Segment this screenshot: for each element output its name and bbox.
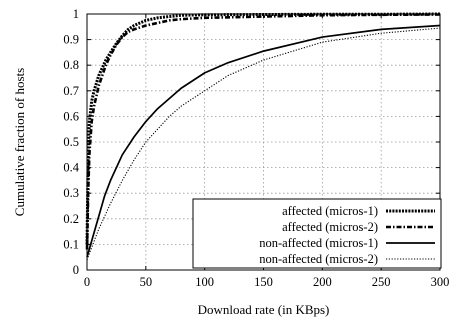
x-tick-label: 200 (313, 275, 332, 289)
ticks: 0 50 100 150 200 250 300 0 0.1 0.2 0.3 0.4 0.5 0.6 0.7… (63, 7, 449, 289)
series-line-1 (85, 12, 441, 245)
x-axis-label: Download rate (in KBps) (198, 302, 330, 317)
legend-label: affected (micros-1) (282, 204, 378, 218)
x-tick-label: 250 (372, 275, 391, 289)
x-tick-label: 0 (84, 275, 90, 289)
series-lines (85, 12, 441, 260)
y-tick-label: 0.5 (63, 135, 79, 149)
series-line-3 (86, 24, 441, 258)
x-tick-label: 300 (431, 275, 450, 289)
y-tick-label: 0.2 (63, 212, 79, 226)
y-tick-label: 0.9 (63, 33, 79, 47)
legend-label: affected (micros-2) (282, 220, 378, 234)
y-tick-label: 0.8 (63, 58, 79, 72)
x-tick-label: 150 (254, 275, 273, 289)
y-tick-label: 1 (73, 7, 79, 21)
legend-label: non-affected (micros-1) (259, 236, 378, 250)
y-tick-label: 0.7 (63, 84, 79, 98)
y-tick-label: 0.3 (63, 186, 79, 200)
legend: affected (micros-1) affected (micros-2) no… (192, 198, 442, 269)
x-tick-label: 50 (140, 275, 153, 289)
series-line-2 (85, 13, 441, 250)
y-tick-label: 0 (73, 263, 79, 277)
x-tick-label: 100 (195, 275, 214, 289)
y-tick-label: 0.1 (63, 237, 79, 251)
y-axis-label: Cumulative fraction of hosts (12, 68, 27, 216)
series-line-4 (86, 27, 441, 260)
y-tick-label: 0.4 (63, 161, 79, 175)
y-tick-label: 0.6 (63, 109, 79, 123)
legend-label: non-affected (micros-2) (259, 252, 378, 266)
